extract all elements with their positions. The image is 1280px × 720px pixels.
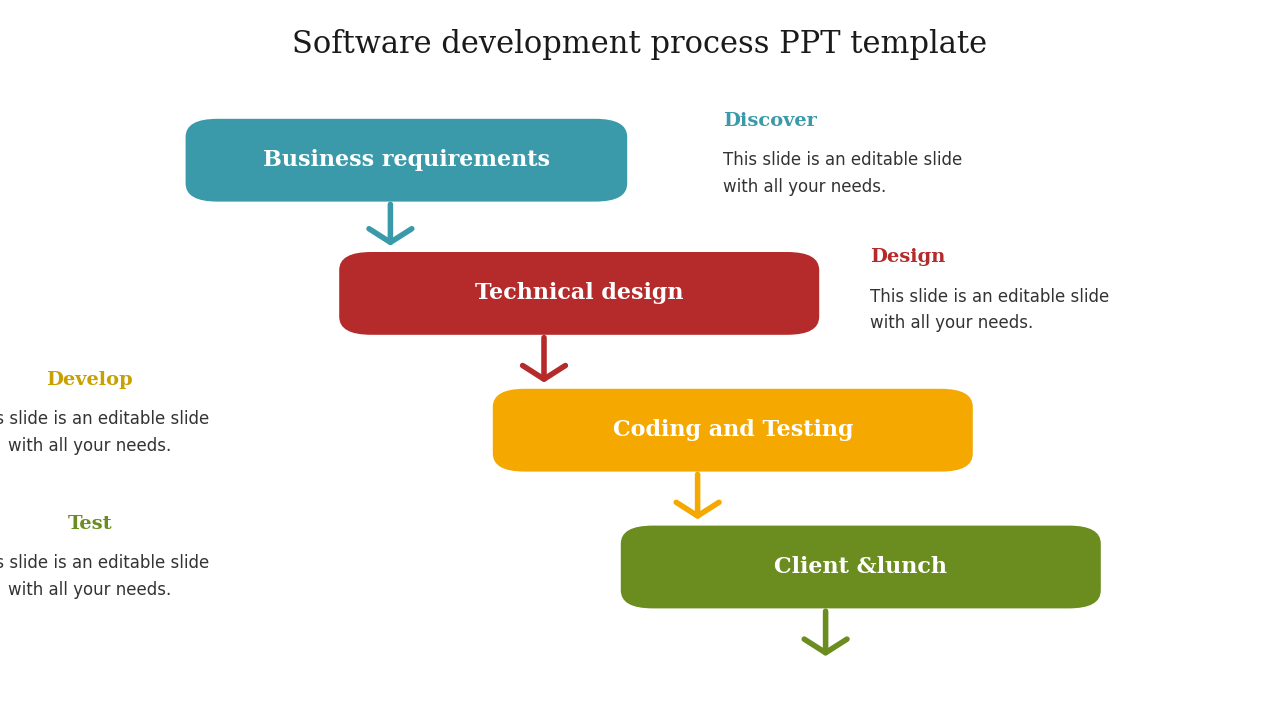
FancyBboxPatch shape [186,119,627,202]
Text: Test: Test [68,515,111,533]
Text: Coding and Testing: Coding and Testing [613,419,852,441]
Text: This slide is an editable slide
with all your needs.: This slide is an editable slide with all… [0,410,209,455]
Text: This slide is an editable slide
with all your needs.: This slide is an editable slide with all… [723,151,963,196]
Text: Discover: Discover [723,112,817,130]
FancyBboxPatch shape [621,526,1101,608]
Text: Client &lunch: Client &lunch [774,556,947,578]
FancyBboxPatch shape [339,252,819,335]
FancyBboxPatch shape [493,389,973,472]
Text: Develop: Develop [46,371,133,389]
Text: This slide is an editable slide
with all your needs.: This slide is an editable slide with all… [870,288,1110,333]
Text: Software development process PPT template: Software development process PPT templat… [292,29,988,60]
Text: Technical design: Technical design [475,282,684,305]
Text: This slide is an editable slide
with all your needs.: This slide is an editable slide with all… [0,554,209,599]
Text: Business requirements: Business requirements [262,149,550,171]
Text: Design: Design [870,248,946,266]
